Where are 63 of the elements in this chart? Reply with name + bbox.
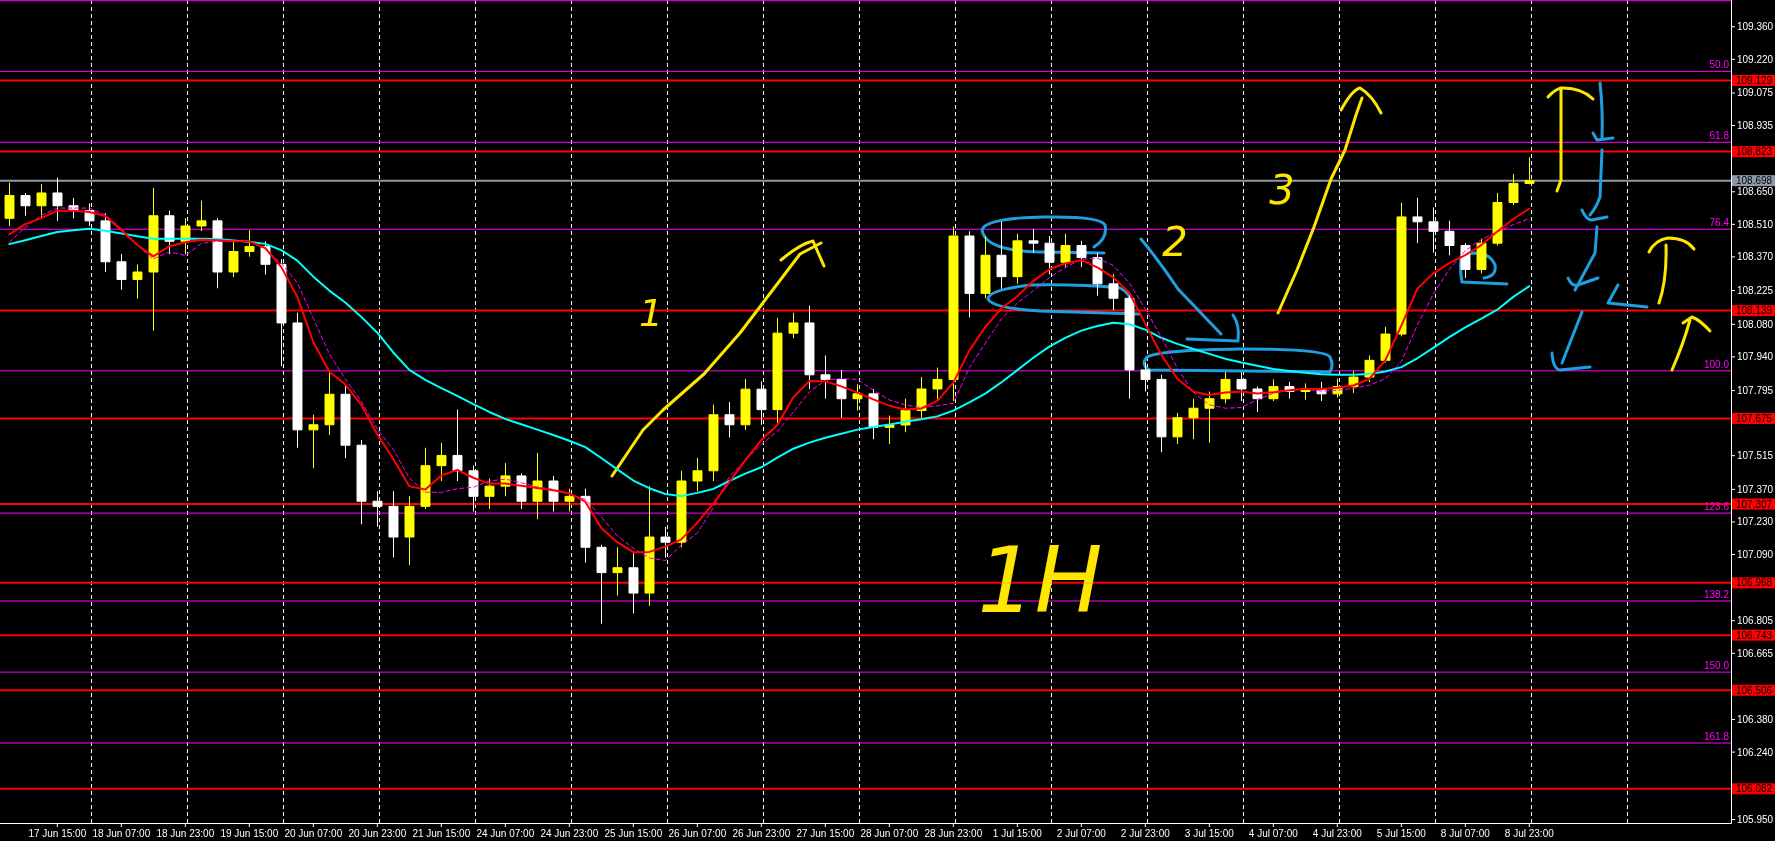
annotation: 3 (1269, 167, 1295, 213)
annotation: 150.0 (1703, 660, 1730, 672)
y-tick-label: 107.370 (1737, 483, 1774, 495)
ref-line-label: 108.698 (1736, 175, 1773, 187)
x-tick-label: 4 Jul 23:00 (1312, 828, 1363, 839)
y-tick-label: 106.380 (1737, 714, 1774, 726)
x-tick-label: 26 Jun 23:00 (732, 828, 791, 839)
x-tick-label: 2 Jul 07:00 (1056, 828, 1107, 839)
annotation: 61.8 (1709, 130, 1730, 142)
y-tick-label: 109.360 (1737, 21, 1774, 33)
x-tick-label: 17 Jun 15:00 (28, 828, 87, 839)
y-tick-label: 107.515 (1737, 450, 1774, 462)
y-tick-label: 105.950 (1737, 814, 1774, 826)
y-tick-label: 109.220 (1737, 53, 1774, 65)
annotation: 138.2 (1703, 588, 1730, 600)
annotation: 161.8 (1703, 731, 1730, 743)
x-tick-label: 26 Jun 07:00 (668, 828, 727, 839)
x-tick-label: 19 Jun 15:00 (220, 828, 279, 839)
x-tick-label: 4 Jul 07:00 (1248, 828, 1299, 839)
x-tick-label: 5 Jul 15:00 (1376, 828, 1427, 839)
y-tick-label: 108.935 (1737, 120, 1774, 132)
x-tick-label: 28 Jun 23:00 (924, 828, 983, 839)
y-tick-label: 106.805 (1737, 615, 1774, 627)
x-tick-label: 2 Jul 23:00 (1120, 828, 1171, 839)
annotation: 50.0 (1709, 59, 1730, 71)
ref-line-label: 108.139 (1736, 305, 1773, 317)
y-tick-label: 106.665 (1737, 647, 1774, 659)
x-tick-label: 20 Jun 23:00 (348, 828, 407, 839)
x-tick-label: 1 Jul 15:00 (992, 828, 1043, 839)
ref-line-label: 106.082 (1736, 783, 1773, 795)
y-tick-label: 106.240 (1737, 746, 1774, 758)
y-tick-label: 107.090 (1737, 548, 1774, 560)
ref-line-label: 106.743 (1736, 629, 1773, 641)
x-tick-label: 28 Jun 07:00 (860, 828, 919, 839)
annotation: 76.4 (1709, 217, 1730, 229)
x-tick-label: 8 Jul 07:00 (1440, 828, 1491, 839)
annotation: 100.0 (1703, 358, 1730, 370)
x-tick-label: 25 Jun 15:00 (604, 828, 663, 839)
annotation: 2 (1162, 219, 1188, 265)
y-tick-label: 108.510 (1737, 218, 1774, 230)
y-tick-label: 108.225 (1737, 285, 1774, 297)
ref-line-label: 107.307 (1736, 498, 1773, 510)
ref-line-label: 106.968 (1736, 577, 1773, 589)
ref-line-label: 109.129 (1736, 74, 1773, 86)
x-tick-label: 18 Jun 07:00 (92, 828, 151, 839)
y-tick-label: 108.080 (1737, 318, 1774, 330)
y-tick-label: 108.370 (1737, 251, 1774, 263)
x-tick-label: 24 Jun 07:00 (476, 828, 535, 839)
y-tick-label: 109.075 (1737, 87, 1774, 99)
y-tick-label: 107.230 (1737, 516, 1774, 528)
x-tick-label: 3 Jul 15:00 (1184, 828, 1235, 839)
x-tick-label: 27 Jun 15:00 (796, 828, 855, 839)
ref-line-label: 108.823 (1736, 146, 1773, 158)
x-tick-label: 24 Jun 23:00 (540, 828, 599, 839)
ref-line-label: 106.506 (1736, 684, 1773, 696)
x-tick-label: 8 Jul 23:00 (1504, 828, 1555, 839)
x-tick-label: 20 Jun 07:00 (284, 828, 343, 839)
ref-line-label: 107.675 (1736, 412, 1773, 424)
y-tick-label: 108.650 (1737, 186, 1774, 198)
x-tick-label: 21 Jun 15:00 (412, 828, 471, 839)
x-tick-label: 18 Jun 23:00 (156, 828, 215, 839)
y-tick-label: 107.795 (1737, 385, 1774, 397)
y-tick-label: 107.940 (1737, 351, 1774, 363)
